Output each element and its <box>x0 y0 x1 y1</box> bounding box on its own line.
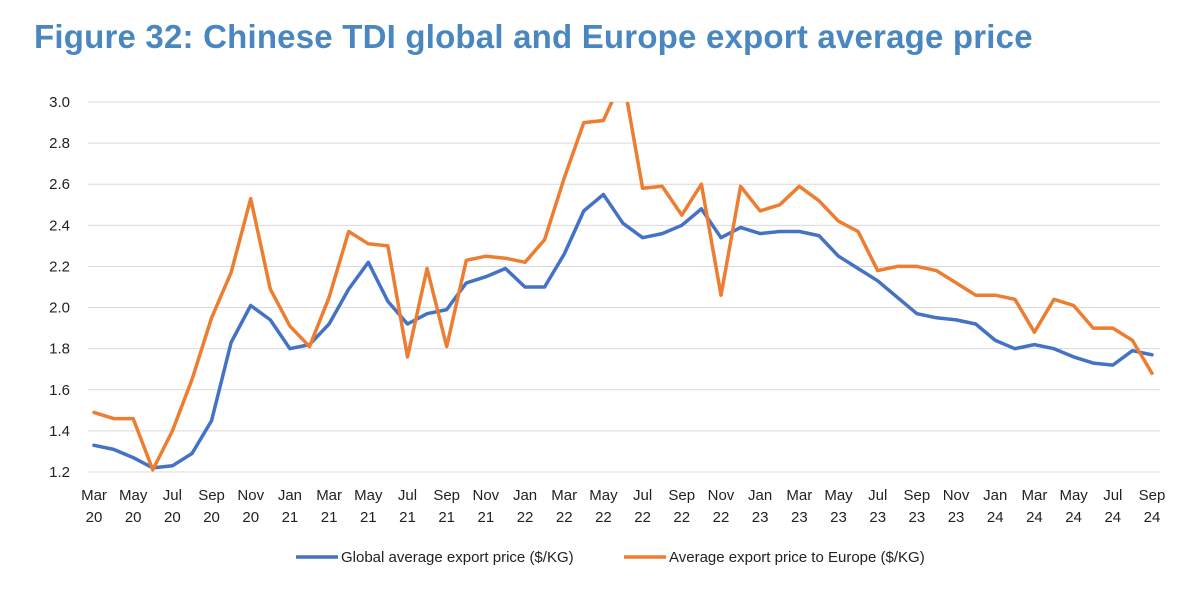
chart-title: Figure 32: Chinese TDI global and Europe… <box>34 18 1033 55</box>
x-tick-label: Jul <box>868 487 887 504</box>
x-tick-label: Mar <box>316 487 342 504</box>
x-tick-label: 20 <box>203 509 220 526</box>
y-tick-label: 1.8 <box>49 341 70 358</box>
x-tick-label: May <box>589 487 618 504</box>
x-tick-label: 23 <box>869 509 886 526</box>
x-tick-label: Jul <box>1103 487 1122 504</box>
x-tick-label: 21 <box>321 509 338 526</box>
x-tick-label: 21 <box>282 509 299 526</box>
x-tick-label: Nov <box>943 487 970 504</box>
x-tick-label: 20 <box>86 509 103 526</box>
y-tick-label: 2.8 <box>49 135 70 152</box>
x-tick-label: 23 <box>791 509 808 526</box>
europe-price-series-line <box>92 102 1154 472</box>
gridlines <box>88 101 1160 473</box>
x-tick-label: 24 <box>987 509 1004 526</box>
x-tick-label: Jan <box>278 487 302 504</box>
x-tick-label: Sep <box>904 487 931 504</box>
x-tick-label: 21 <box>438 509 455 526</box>
x-tick-label: Jan <box>748 487 772 504</box>
x-tick-label: 23 <box>752 509 769 526</box>
x-tick-label: 21 <box>360 509 377 526</box>
x-tick-label: 22 <box>673 509 690 526</box>
y-tick-label: 1.4 <box>49 423 70 440</box>
x-tick-label: Jul <box>398 487 417 504</box>
x-tick-label: May <box>824 487 853 504</box>
y-tick-label: 2.4 <box>49 217 70 234</box>
x-tick-label: Sep <box>1139 487 1166 504</box>
global-price-series-line <box>92 192 1154 470</box>
legend-label: Average export price to Europe ($/KG) <box>669 549 925 566</box>
x-tick-label: 22 <box>556 509 573 526</box>
x-tick-label: May <box>354 487 383 504</box>
x-tick-label: 22 <box>517 509 534 526</box>
plot-area <box>92 102 1154 472</box>
x-tick-label: Sep <box>668 487 695 504</box>
y-tick-label: 3.0 <box>49 94 70 111</box>
y-tick-label: 2.6 <box>49 176 70 193</box>
x-tick-label: 21 <box>399 509 416 526</box>
x-axis-ticks: Mar 20 May 20 Jul 20 Sep 20 Nov 20 Jan 21 Mar 21 May 21… <box>81 487 1165 526</box>
y-tick-label: 1.6 <box>49 382 70 399</box>
x-tick-label: 21 <box>478 509 495 526</box>
x-tick-label: 22 <box>595 509 612 526</box>
x-tick-label: May <box>1059 487 1088 504</box>
x-tick-label: 20 <box>164 509 181 526</box>
x-tick-label: Jul <box>633 487 652 504</box>
x-tick-label: 24 <box>1144 509 1161 526</box>
x-tick-label: Jan <box>983 487 1007 504</box>
x-tick-label: Sep <box>433 487 460 504</box>
y-tick-label: 1.2 <box>49 464 70 481</box>
legend: Global average export price ($/KG) Averag… <box>296 549 925 566</box>
x-tick-label: 24 <box>1104 509 1121 526</box>
x-tick-label: Jan <box>513 487 537 504</box>
x-tick-label: Nov <box>473 487 500 504</box>
x-tick-label: 22 <box>634 509 651 526</box>
x-tick-label: 23 <box>909 509 926 526</box>
x-tick-label: 24 <box>1065 509 1082 526</box>
legend-label: Global average export price ($/KG) <box>341 549 574 566</box>
x-tick-label: Mar <box>551 487 577 504</box>
x-tick-label: Mar <box>81 487 107 504</box>
x-tick-label: 20 <box>242 509 259 526</box>
x-tick-label: 23 <box>948 509 965 526</box>
x-tick-label: 20 <box>125 509 142 526</box>
x-tick-label: 23 <box>830 509 847 526</box>
x-tick-label: May <box>119 487 148 504</box>
x-tick-label: Jul <box>163 487 182 504</box>
y-tick-label: 2.2 <box>49 258 70 275</box>
x-tick-label: 24 <box>1026 509 1043 526</box>
x-tick-label: Nov <box>237 487 264 504</box>
y-axis-ticks: 1.2 1.4 1.6 1.8 2.0 2.2 2.4 2.6 2.8 3.0 <box>49 94 70 481</box>
y-tick-label: 2.0 <box>49 300 70 317</box>
x-tick-label: 22 <box>713 509 730 526</box>
x-tick-label: Nov <box>708 487 735 504</box>
x-tick-label: Mar <box>786 487 812 504</box>
x-tick-label: Mar <box>1022 487 1048 504</box>
x-tick-label: Sep <box>198 487 225 504</box>
